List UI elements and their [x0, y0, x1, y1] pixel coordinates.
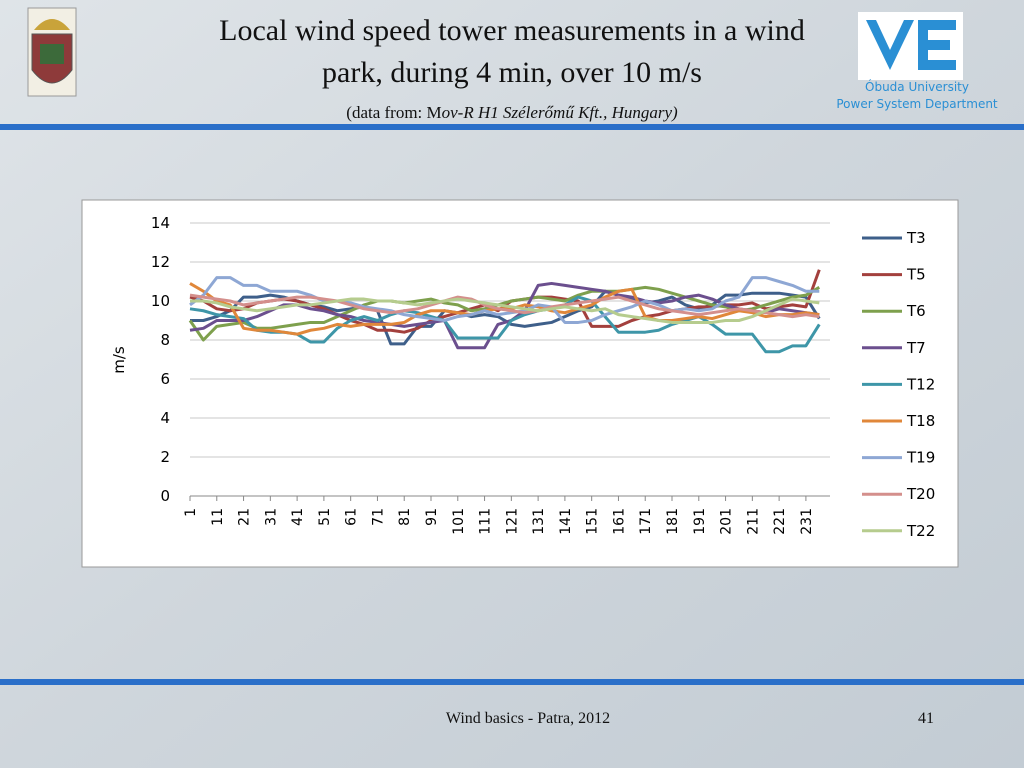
series-line	[190, 297, 820, 324]
series-line	[189, 276, 820, 324]
y-tick-label: 14	[151, 214, 170, 232]
series-line	[188, 285, 821, 342]
legend-label: T20	[906, 485, 935, 503]
y-tick-label: 10	[151, 292, 170, 310]
subtitle-text: (data from: M	[346, 103, 441, 122]
title: park, during 4 min, over 10 m/s	[322, 56, 702, 89]
x-tick-label: 51	[317, 508, 333, 526]
series-line	[189, 293, 820, 319]
legend-label: T5	[906, 266, 926, 284]
legend-label: T7	[906, 339, 926, 357]
legend-label: T3	[906, 229, 926, 247]
x-tick-label: 141	[558, 508, 574, 535]
x-tick-label: 131	[531, 508, 547, 535]
x-tick-label: 91	[424, 508, 440, 526]
footer: Wind basics - Patra, 2012	[446, 710, 610, 727]
title: Local wind speed tower measurements in a…	[219, 14, 805, 47]
x-tick-label: 151	[585, 508, 601, 535]
y-axis-label: m/s	[110, 346, 128, 374]
logo-text: Power System Department	[836, 97, 998, 111]
x-tick-label: 31	[263, 508, 279, 526]
x-tick-label: 171	[638, 508, 654, 535]
x-tick-label: 11	[210, 508, 226, 526]
x-tick-label: 41	[290, 508, 306, 526]
x-tick-label: 61	[344, 508, 360, 526]
x-tick-label: 1	[183, 508, 199, 517]
y-tick-label: 4	[160, 409, 170, 427]
legend-label: T12	[906, 375, 935, 393]
subtitle-source: ov-R H1 Szélerőmű Kft., Hungary)	[442, 103, 678, 122]
y-tick-label: 12	[151, 253, 170, 271]
y-tick-label: 2	[160, 448, 170, 466]
x-tick-label: 161	[611, 508, 627, 535]
x-tick-label: 21	[237, 508, 253, 526]
y-tick-label: 6	[160, 370, 170, 388]
legend-label: T22	[906, 522, 935, 540]
legend-label: T18	[906, 412, 935, 430]
x-tick-label: 201	[719, 508, 735, 535]
x-tick-label: 81	[397, 508, 413, 526]
x-tick-label: 231	[799, 508, 815, 535]
x-tick-label: 121	[504, 508, 520, 535]
x-tick-label: 191	[692, 508, 708, 535]
x-tick-label: 181	[665, 508, 681, 535]
x-tick-label: 211	[745, 508, 761, 535]
x-tick-label: 221	[772, 508, 788, 535]
legend-label: T6	[906, 302, 926, 320]
subtitle: (data from: Mov-R H1 Szélerőmű Kft., Hun…	[346, 103, 678, 122]
footer-bar	[0, 679, 1024, 685]
y-tick-label: 8	[160, 331, 170, 349]
x-tick-label: 111	[478, 508, 494, 535]
university-logo: Óbuda University Power System Department	[836, 12, 998, 111]
chart-area	[81, 199, 959, 568]
x-tick-label: 71	[370, 508, 386, 526]
x-tick-label: 101	[451, 508, 467, 535]
y-tick-label: 0	[160, 487, 170, 505]
page-number: 41	[918, 710, 934, 727]
header-bar	[0, 124, 1024, 130]
logo-text: Óbuda University	[865, 79, 969, 94]
crest	[27, 7, 77, 97]
legend-label: T19	[906, 449, 935, 467]
